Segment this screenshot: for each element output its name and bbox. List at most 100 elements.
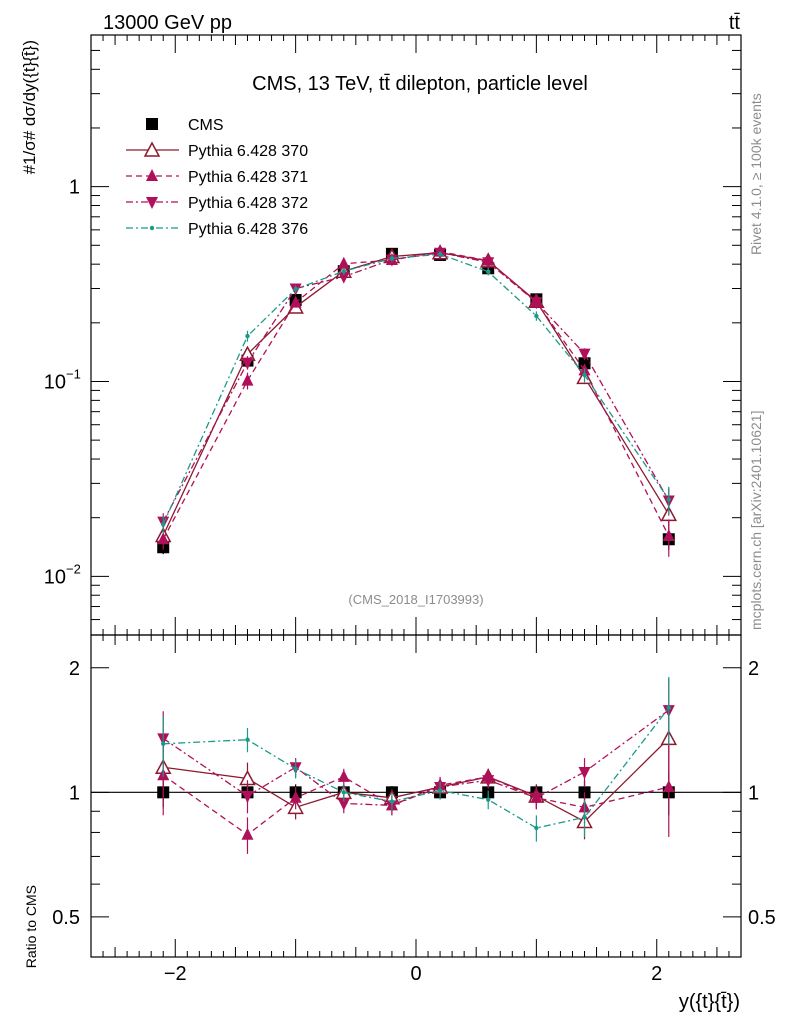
ratio-point (241, 790, 254, 803)
ratio-point (578, 766, 591, 779)
ratio-point (289, 790, 302, 803)
main-point (241, 373, 254, 386)
legend-item: Pythia 6.428 372 (126, 195, 308, 212)
x-tick-label: 2 (651, 963, 662, 985)
legend-marker (146, 169, 158, 181)
ratio-pythia-6-428-371 (157, 742, 675, 854)
legend-item: Pythia 6.428 370 (126, 141, 308, 160)
ratio-point (161, 741, 166, 747)
main-line (162, 252, 670, 536)
main-point (241, 357, 254, 370)
ratio-point (534, 825, 539, 831)
legend-item: Pythia 6.428 371 (126, 169, 308, 186)
y-tick-label: 10 (44, 371, 66, 393)
main-point (578, 348, 591, 361)
main-pythia-6-428-370 (154, 244, 678, 544)
ratio-line (163, 707, 670, 829)
ratio-point (666, 705, 671, 711)
main-pythia-6-428-376 (161, 251, 671, 534)
ratio-tick-label-right: 2 (748, 658, 759, 680)
ratio-point (241, 827, 254, 840)
legend-label: Pythia 6.428 371 (188, 169, 308, 186)
ratio-pythia-6-428-376 (161, 676, 671, 842)
main-line (162, 252, 670, 522)
x-axis-label: y({t}{t̄}) (679, 991, 740, 1013)
legend-marker (146, 118, 158, 130)
main-pythia-6-428-372 (157, 247, 675, 531)
main-point (582, 372, 587, 378)
ratio-tick-label: 1 (69, 782, 80, 804)
process-label: tt̄ (729, 12, 741, 34)
ratio-point (530, 792, 543, 805)
ratio-pythia-6-428-372 (157, 678, 675, 816)
axis-ticks (91, 34, 741, 958)
legend-marker (149, 225, 155, 231)
ratio-point (582, 815, 587, 820)
legend-label: Pythia 6.428 376 (188, 221, 308, 238)
main-point (389, 256, 395, 261)
main-point (486, 269, 491, 274)
ratio-point (341, 790, 346, 795)
ratio-tick-label-right: 1 (748, 782, 759, 804)
y-tick-exponent: −2 (66, 561, 81, 576)
ratio-point (293, 766, 298, 771)
main-point (666, 497, 671, 502)
main-point (337, 271, 350, 284)
main-point (157, 532, 170, 545)
ratio-point (337, 769, 350, 782)
ratio-point (245, 737, 250, 742)
y-tick-exponent: −1 (66, 366, 81, 381)
main-line (162, 250, 670, 540)
ratio-tick-label: 2 (69, 658, 80, 680)
main-point (530, 297, 543, 310)
x-tick-label: 0 (410, 963, 421, 985)
x-tick-label: −2 (164, 963, 187, 985)
main-point (245, 333, 250, 339)
data-series (154, 244, 678, 557)
site-label: mcplots.cern.ch [arXiv:2401.10621] (748, 411, 764, 630)
main-point (662, 529, 675, 542)
main-point (437, 252, 443, 257)
ratio-frame (90, 634, 742, 958)
chart-title: CMS, 13 TeV, tt̄ dilepton, particle leve… (252, 73, 588, 95)
main-cms (157, 247, 675, 555)
ratio-line (162, 709, 670, 807)
main-point (534, 313, 539, 319)
ratio-point (337, 798, 350, 811)
legend-item: Pythia 6.428 376 (126, 221, 308, 238)
ratio-axis-label: Ratio to CMS (23, 885, 39, 968)
ratio-tick-label: 0.5 (52, 907, 80, 929)
legend-marker (143, 141, 161, 157)
main-point (293, 286, 298, 292)
analysis-id: (CMS_2018_I1703993) (348, 592, 483, 607)
legend: CMS Pythia 6.428 370 Pythia 6.428 371 Pythi… (126, 117, 308, 238)
ratio-point (662, 780, 675, 793)
ratio-point (437, 788, 443, 793)
main-point (337, 256, 350, 269)
ratio-point (486, 797, 491, 802)
main-point (161, 522, 166, 527)
main-point (482, 257, 495, 270)
ratio-line (162, 774, 669, 836)
ratio-pythia-6-428-370 (154, 704, 678, 840)
ratio-tick-label-right: 0.5 (748, 907, 776, 929)
main-point (341, 269, 346, 274)
main-line (162, 253, 670, 525)
ratio-series (154, 676, 678, 854)
main-point (289, 295, 302, 308)
legend-label: Pythia 6.428 370 (188, 143, 308, 160)
y-tick-label: 1 (69, 177, 80, 199)
legend-marker (146, 197, 158, 209)
rivet-label: Rivet 4.1.0, ≥ 100k events (748, 93, 764, 255)
ratio-point (389, 799, 395, 804)
y-tick-label: 10 (44, 566, 66, 588)
legend-label: CMS (188, 117, 224, 134)
ratio-point (482, 775, 495, 788)
legend-label: Pythia 6.428 372 (188, 195, 308, 212)
main-pythia-6-428-371 (157, 244, 675, 557)
ratio-line (163, 737, 670, 823)
y-axis-label: #1/σ# dσ/dy({t}{t̄}) (20, 40, 39, 174)
legend-item: CMS (146, 117, 224, 134)
